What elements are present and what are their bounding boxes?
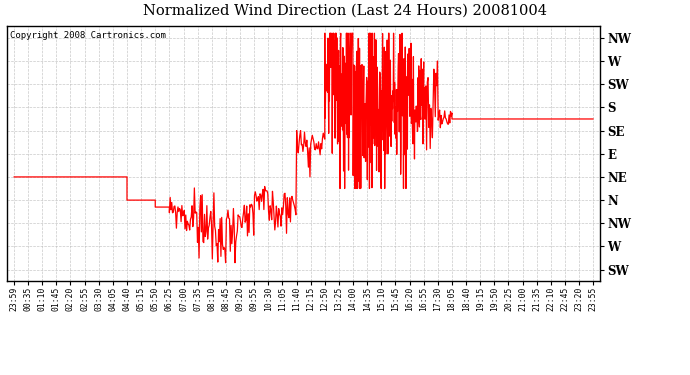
Text: Normalized Wind Direction (Last 24 Hours) 20081004: Normalized Wind Direction (Last 24 Hours… <box>143 4 547 18</box>
Text: Copyright 2008 Cartronics.com: Copyright 2008 Cartronics.com <box>10 32 166 40</box>
